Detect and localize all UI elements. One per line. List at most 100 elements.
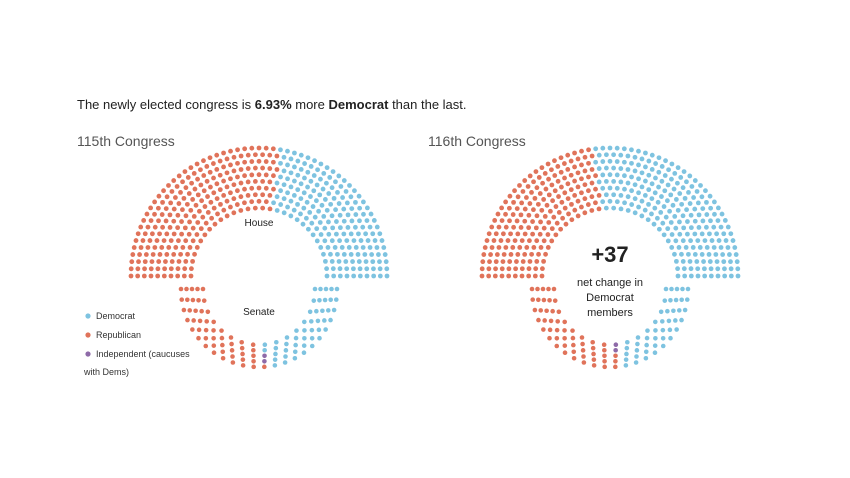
seat-republican (217, 187, 223, 193)
seat-democrat (310, 232, 316, 238)
seat-democrat (695, 266, 701, 272)
seat-republican (575, 213, 581, 219)
seat-republican (221, 207, 227, 213)
seat-democrat (623, 363, 629, 368)
house-115-seats (128, 145, 390, 279)
seat-democrat (292, 349, 298, 355)
seat-republican (252, 192, 258, 198)
seat-democrat (317, 220, 323, 225)
seat-republican (231, 182, 237, 188)
seat-republican (141, 218, 147, 223)
seat-republican (235, 174, 240, 180)
seat-republican (242, 186, 247, 192)
seat-democrat (675, 180, 680, 186)
seat-republican (211, 335, 216, 341)
seat-democrat (300, 221, 306, 227)
seat-republican (201, 173, 207, 178)
seat-republican (256, 185, 262, 191)
seat-republican (148, 273, 154, 279)
seat-democrat (725, 245, 731, 250)
seat-democrat (721, 259, 727, 265)
seat-democrat (274, 339, 279, 345)
seat-democrat (654, 215, 660, 221)
seat-republican (267, 166, 273, 171)
seat-republican (613, 353, 618, 359)
seat-republican (245, 166, 251, 171)
seat-democrat (632, 196, 638, 202)
seat-republican (228, 176, 233, 182)
seat-democrat (679, 297, 684, 303)
seat-republican (515, 231, 521, 237)
seat-democrat (645, 217, 651, 223)
seat-democrat (643, 150, 648, 156)
seat-democrat (675, 207, 681, 213)
seat-democrat (353, 199, 358, 205)
seat-republican (556, 210, 562, 215)
seat-republican (533, 225, 539, 231)
seat-democrat (382, 252, 388, 257)
seat-democrat (664, 198, 670, 204)
seat-democrat (673, 238, 679, 244)
seat-democrat (384, 266, 390, 272)
seat-democrat (662, 298, 668, 303)
seat-democrat (653, 328, 658, 333)
seat-republican (562, 205, 568, 211)
seat-democrat (305, 155, 311, 161)
seat-democrat (621, 146, 627, 152)
seat-democrat (704, 245, 710, 250)
seat-republican (183, 259, 189, 264)
seat-republican (582, 182, 588, 188)
seat-republican (511, 199, 516, 205)
seat-democrat (622, 200, 627, 206)
seat-democrat (364, 266, 370, 272)
seat-republican (228, 162, 233, 168)
seat-democrat (624, 345, 630, 351)
seat-democrat (262, 347, 267, 353)
seat-democrat (652, 350, 658, 356)
seat-republican (512, 238, 518, 243)
seat-democrat (593, 159, 599, 165)
seat-republican (249, 145, 255, 151)
seat-democrat (330, 266, 336, 272)
seat-republican (203, 327, 209, 333)
seat-democrat (692, 206, 698, 212)
seat-republican (500, 259, 506, 265)
seat-democrat (308, 319, 314, 324)
seat-democrat (733, 252, 739, 257)
seat-democrat (695, 238, 701, 244)
seat-democrat (649, 152, 655, 158)
seat-republican (203, 220, 209, 226)
seat-republican (251, 364, 256, 370)
seat-democrat (337, 225, 343, 231)
seat-democrat (643, 164, 648, 170)
seat-democrat (632, 168, 638, 174)
headline-suffix: than the last. (388, 97, 467, 112)
seat-republican (178, 190, 183, 195)
seat-republican (185, 297, 190, 303)
seat-republican (185, 251, 190, 257)
seat-republican (230, 354, 235, 359)
seat-republican (142, 231, 148, 237)
seat-democrat (351, 273, 357, 279)
seat-republican (541, 258, 546, 264)
seat-democrat (643, 178, 648, 184)
seat-republican (499, 218, 505, 224)
seat-republican (539, 273, 545, 279)
seat-republican (562, 190, 568, 196)
chart-title-115: 115th Congress (77, 133, 175, 149)
seat-republican (572, 207, 578, 213)
seat-republican (582, 210, 588, 216)
seat-democrat (298, 181, 304, 187)
seat-democrat (302, 175, 307, 181)
seat-democrat (311, 298, 317, 303)
seat-republican (263, 145, 269, 151)
seat-republican (565, 181, 571, 187)
seat-republican (596, 206, 602, 212)
seat-republican (193, 308, 198, 314)
seat-democrat (313, 198, 319, 204)
seat-democrat (653, 319, 658, 325)
seat-democrat (672, 171, 678, 176)
seat-republican (235, 160, 240, 166)
seat-republican (196, 298, 201, 303)
seat-democrat (728, 266, 734, 272)
